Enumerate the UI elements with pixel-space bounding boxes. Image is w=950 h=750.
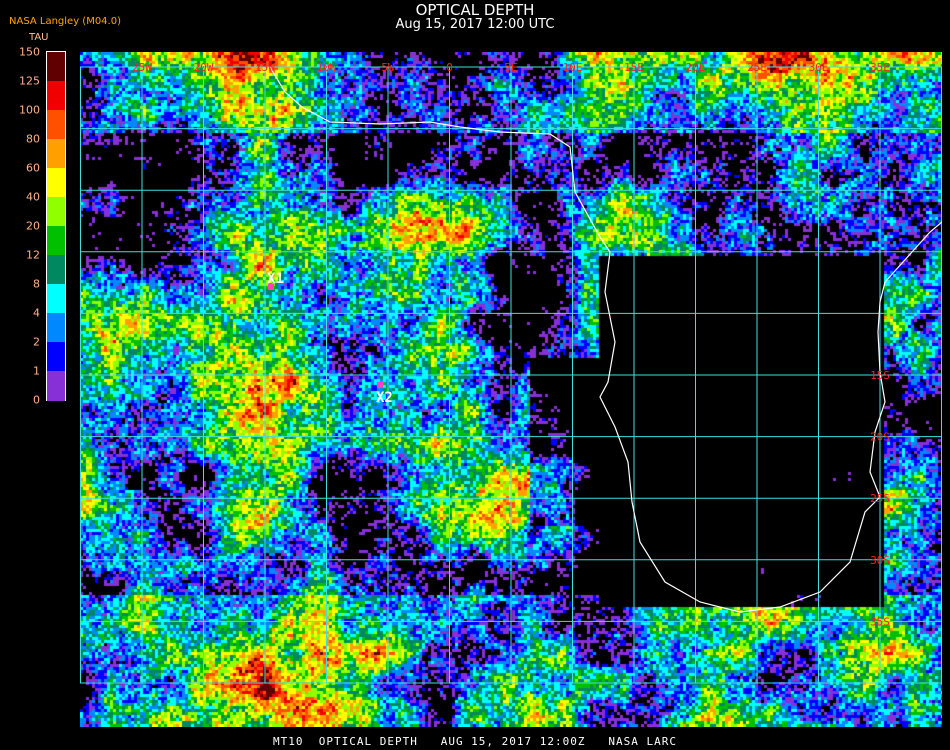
legend-swatch — [47, 342, 65, 372]
map-title: OPTICAL DEPTH — [415, 1, 535, 19]
color-legend — [46, 51, 66, 401]
legend-tick-label: 40 — [26, 190, 40, 204]
legend-tick-label: 150 — [19, 45, 40, 59]
legend-tick-label: 60 — [26, 161, 40, 175]
legend-swatch — [47, 226, 65, 256]
longitude-label: 15W — [255, 61, 275, 74]
latitude-label: 30S — [870, 554, 890, 567]
legend-tick-label: 1 — [33, 364, 40, 378]
legend-tick-label: 0 — [33, 393, 40, 407]
legend-tick-label: 80 — [26, 132, 40, 146]
optical-depth-map: 25W 20W 15W 10W 5W 0 5E 10E 15E 20E 25E 30E 35E 15S 20… — [80, 52, 942, 727]
legend-tick-label: 8 — [33, 277, 40, 291]
legend-swatch — [47, 284, 65, 314]
latitude-label: 35S — [870, 615, 890, 628]
longitude-label: 20E — [686, 61, 706, 74]
latitude-label: 15S — [870, 369, 890, 382]
longitude-label: 25W — [132, 61, 152, 74]
legend-tick-label: 12 — [26, 248, 40, 262]
legend-swatch — [47, 110, 65, 140]
latitude-label: 20S — [870, 431, 890, 444]
longitude-label: 20W — [194, 61, 214, 74]
organization-label: NASA Langley (M04.0) — [9, 16, 121, 27]
legend-unit: TAU — [29, 32, 49, 43]
longitude-label: 10W — [317, 61, 337, 74]
longitude-label: 30E — [809, 61, 829, 74]
map-timestamp: Aug 15, 2017 12:00 UTC — [395, 17, 555, 32]
legend-swatch — [47, 371, 65, 401]
marker-point — [377, 382, 383, 388]
legend-swatch — [47, 313, 65, 343]
map-overlay: 25W 20W 15W 10W 5W 0 5E 10E 15E 20E 25E 30E 35E 15S 20… — [80, 61, 942, 684]
longitude-label: 25E — [747, 61, 767, 74]
legend-tick-label: 125 — [19, 74, 40, 88]
marker-label: X1 — [267, 271, 284, 287]
legend-tick-label: 2 — [33, 335, 40, 349]
marker-point — [268, 284, 274, 290]
longitude-label: 35E — [870, 61, 890, 74]
longitude-label: 5E — [504, 61, 517, 74]
legend-tick-label: 100 — [19, 103, 40, 117]
legend-swatch — [47, 52, 65, 82]
legend-swatch — [47, 255, 65, 285]
legend-swatch — [47, 81, 65, 111]
longitude-label: 0 — [446, 61, 453, 74]
legend-swatch — [47, 168, 65, 198]
coastline — [269, 66, 942, 613]
longitude-label: 5W — [381, 61, 395, 74]
legend-swatch — [47, 139, 65, 169]
marker-label: X2 — [376, 390, 393, 406]
legend-tick-label: 4 — [33, 306, 40, 320]
legend-tick-label: 20 — [26, 219, 40, 233]
latitude-label: 25S — [870, 492, 890, 505]
longitude-label: 10E — [563, 61, 583, 74]
footer-caption: MT10 OPTICAL DEPTH AUG 15, 2017 12:00Z N… — [273, 735, 677, 748]
longitude-label: 15E — [624, 61, 644, 74]
legend-swatch — [47, 197, 65, 227]
